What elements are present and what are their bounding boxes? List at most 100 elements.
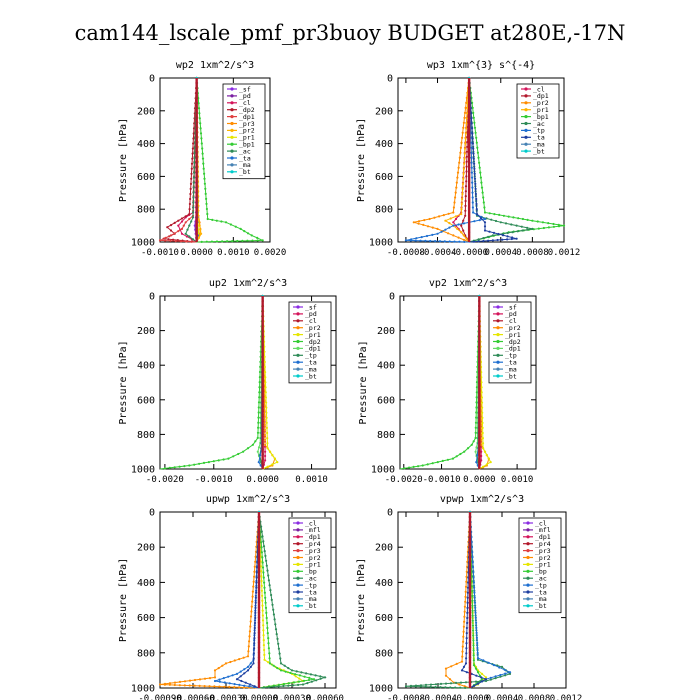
series-point (460, 202, 463, 206)
series-point (464, 106, 467, 109)
x-tick-label: 0.0010 (501, 475, 534, 485)
y-tick-label: 400 (377, 361, 395, 372)
legend-entry: _dp1 (533, 92, 549, 100)
series-point (472, 157, 475, 160)
series-point (312, 678, 316, 681)
legend-entry: _bt (305, 372, 317, 380)
series-point (472, 639, 475, 642)
series-point (261, 619, 265, 622)
series-point (404, 685, 408, 688)
series-point (179, 240, 183, 243)
series-point (253, 570, 256, 573)
series-point (188, 217, 191, 221)
legend-marker (296, 521, 300, 525)
series-point (248, 635, 251, 638)
legend-marker (526, 597, 530, 601)
series-point (261, 599, 264, 602)
series-point (456, 171, 460, 174)
plot-frame (397, 77, 565, 243)
series-point (463, 610, 466, 613)
y-tick-label: 200 (377, 326, 395, 337)
legend-marker (296, 555, 300, 560)
legend-entry: _pd (505, 310, 517, 318)
y-tick-label: 1000 (369, 238, 393, 249)
series-point (184, 232, 187, 235)
series-point (423, 219, 426, 222)
series-point (252, 662, 255, 665)
series-point (480, 186, 484, 189)
series-point (474, 680, 478, 683)
series-point (277, 685, 280, 688)
series-point (444, 228, 447, 231)
series-point (471, 137, 474, 140)
series-point (465, 671, 468, 674)
series-point (264, 459, 267, 462)
series-point (557, 225, 561, 228)
legend-entry: _sf (239, 85, 251, 93)
series-point (201, 147, 204, 150)
series-point (471, 181, 474, 184)
series-point (476, 646, 479, 650)
series-point (412, 465, 415, 468)
series-point (168, 682, 172, 685)
series-point (218, 678, 221, 681)
series-point (261, 594, 264, 597)
legend-marker (496, 360, 500, 364)
series-point (504, 222, 508, 225)
series-point (208, 677, 212, 680)
series-point (198, 678, 202, 681)
legend-entry: _mfl (305, 526, 321, 534)
legend-entry: _bt (535, 602, 547, 610)
legend-marker (524, 94, 528, 98)
series-point (510, 223, 513, 226)
series-point (249, 683, 252, 686)
series-point (266, 465, 269, 468)
series-point (263, 418, 266, 422)
y-tick-label: 800 (375, 648, 393, 659)
series-point (481, 421, 484, 424)
series-point (208, 685, 211, 688)
series-point (188, 202, 191, 206)
series-point (287, 684, 290, 687)
series-point (260, 570, 263, 573)
series-point (263, 360, 266, 364)
series-point (178, 684, 181, 687)
legend-entry: _pr2 (535, 554, 551, 562)
legend-marker (296, 590, 300, 594)
legend-entry: _ma (305, 365, 317, 373)
series-point (453, 201, 456, 204)
series-point (471, 191, 474, 194)
series-point (475, 626, 478, 630)
series-point (213, 679, 217, 683)
series-point (436, 461, 439, 464)
series-point (253, 642, 256, 645)
series-point (185, 240, 188, 243)
series-point (255, 576, 258, 579)
series-point (462, 167, 465, 170)
series-point (254, 606, 257, 610)
y-tick-label: 400 (137, 139, 155, 150)
series-point (476, 651, 479, 655)
series-point (463, 147, 467, 150)
series-point (472, 240, 475, 243)
series-point (268, 657, 271, 660)
series-point (190, 220, 193, 223)
series-point (517, 217, 520, 220)
series-point (233, 686, 236, 689)
series-point (267, 637, 270, 640)
series-point (243, 672, 246, 675)
chart-wp2: wp2 1xm^2/s^3 0 200 400 600 800 1000 Pressure [… (118, 60, 286, 258)
series-point (463, 620, 466, 623)
series-point (203, 182, 206, 185)
series-point (472, 664, 476, 667)
y-tick-label: 0 (387, 508, 393, 519)
series-point (250, 234, 253, 237)
series-point (272, 664, 275, 667)
series-point (506, 235, 509, 238)
series-point (309, 673, 312, 676)
series-point (198, 462, 201, 465)
series-point (260, 579, 263, 583)
chart-title: upwp 1xm^2/s^3 (206, 494, 290, 505)
series-point (473, 601, 477, 604)
y-tick-label: 600 (377, 395, 395, 406)
